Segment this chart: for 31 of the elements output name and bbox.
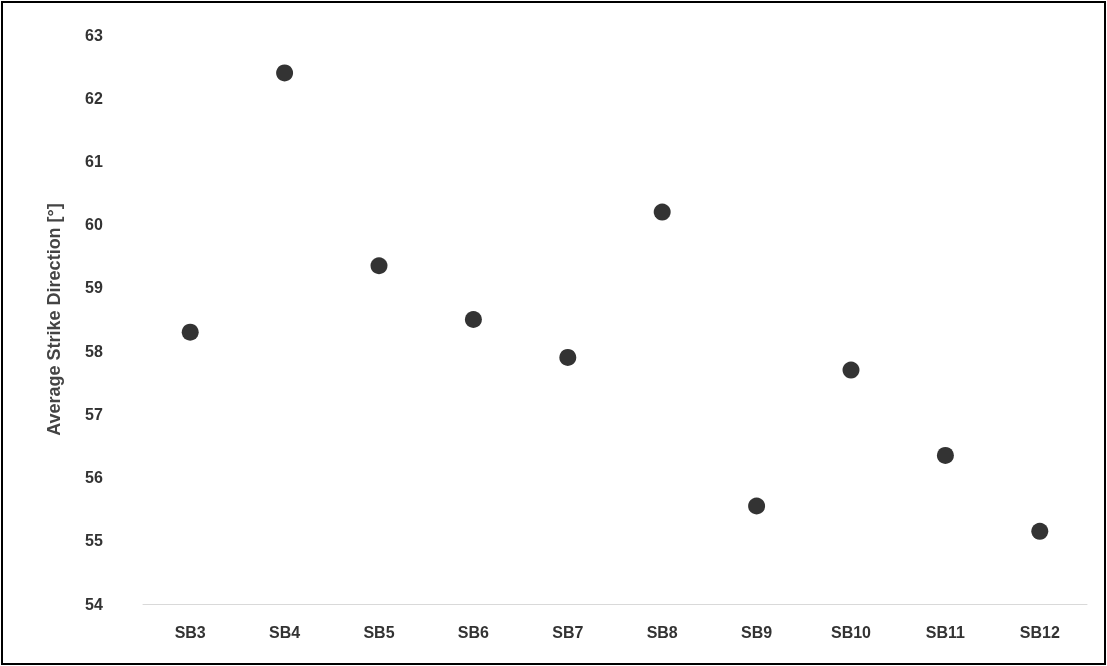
y-axis-title: Average Strike Direction [°] xyxy=(44,203,64,436)
point xyxy=(936,446,954,464)
point xyxy=(653,203,671,221)
y-tick-label: 59 xyxy=(85,279,103,297)
x-tick-label: SB6 xyxy=(457,623,490,641)
y-tick-label: 60 xyxy=(85,216,103,234)
y-tick-label: 61 xyxy=(85,152,103,170)
point xyxy=(1031,522,1049,540)
x-tick-label: SB10 xyxy=(830,623,872,641)
point xyxy=(370,257,388,275)
x-tick-label: SB5 xyxy=(363,623,395,641)
y-tick-label: 54 xyxy=(85,595,103,613)
y-tick-label: 56 xyxy=(85,469,103,487)
y-tick-label: 57 xyxy=(85,405,103,423)
x-tick-label: SB12 xyxy=(1019,623,1060,641)
point xyxy=(181,323,199,341)
point xyxy=(276,64,294,82)
point xyxy=(842,361,860,379)
y-tick-label: 62 xyxy=(85,89,103,107)
point xyxy=(559,348,577,366)
x-tick-label: SB11 xyxy=(925,623,966,641)
point xyxy=(748,497,766,515)
point xyxy=(464,311,482,328)
x-tick-label: SB3 xyxy=(174,623,206,641)
y-tick-label: 58 xyxy=(85,342,103,360)
x-tick-label: SB7 xyxy=(552,623,584,641)
x-tick-label: SB9 xyxy=(741,623,773,641)
x-tick-label: SB4 xyxy=(269,623,301,641)
y-tick-label: 63 xyxy=(85,26,103,44)
x-tick-label: SB8 xyxy=(646,623,678,641)
y-tick-label: 55 xyxy=(85,532,103,550)
